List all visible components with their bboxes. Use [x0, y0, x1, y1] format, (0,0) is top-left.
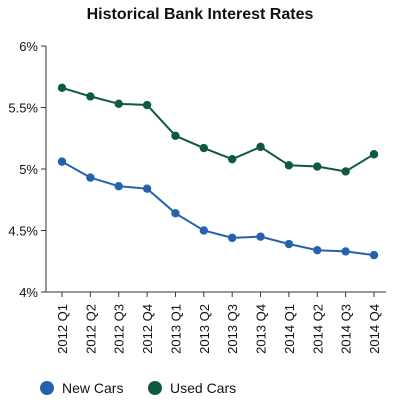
legend-swatch-new-cars	[40, 381, 54, 395]
data-point-used-cars	[57, 83, 67, 93]
y-tick-label: 5%	[19, 162, 38, 177]
data-point-new-cars	[284, 239, 294, 249]
data-point-new-cars	[199, 226, 209, 235]
data-point-used-cars	[284, 161, 294, 170]
x-tick-label: 2013 Q4	[254, 304, 269, 354]
data-point-new-cars	[171, 209, 180, 218]
x-tick-label: 2012 Q1	[55, 304, 70, 354]
x-tick-label: 2012 Q4	[140, 304, 155, 354]
data-point-used-cars	[313, 162, 322, 171]
data-point-used-cars	[256, 142, 265, 152]
data-point-new-cars	[142, 184, 152, 193]
data-point-used-cars	[369, 150, 379, 159]
legend: New Cars Used Cars	[0, 380, 400, 404]
x-tick-label: 2013 Q2	[197, 304, 212, 354]
y-tick-label: 5.5%	[8, 101, 38, 116]
data-point-used-cars	[227, 154, 237, 164]
data-point-new-cars	[256, 232, 265, 241]
data-point-new-cars	[369, 250, 379, 260]
x-tick-label: 2013 Q1	[168, 304, 183, 354]
data-point-new-cars	[57, 157, 67, 166]
data-point-used-cars	[341, 167, 350, 176]
data-point-used-cars	[114, 99, 123, 109]
y-tick-label: 6%	[19, 39, 38, 54]
y-tick-label: 4%	[19, 285, 38, 300]
legend-label-new-cars: New Cars	[62, 380, 124, 396]
legend-label-used-cars: Used Cars	[170, 380, 237, 396]
data-point-used-cars	[199, 143, 209, 153]
x-tick-label: 2012 Q3	[112, 304, 127, 354]
x-tick-label: 2013 Q3	[225, 304, 240, 354]
legend-swatch-used-cars	[148, 381, 162, 395]
data-point-new-cars	[341, 247, 350, 256]
data-point-used-cars	[142, 100, 152, 110]
series-line-new-cars	[61, 160, 375, 257]
data-point-used-cars	[86, 92, 95, 101]
x-tick-label: 2012 Q2	[83, 304, 98, 354]
x-tick-label: 2014 Q1	[282, 304, 297, 354]
data-point-new-cars	[313, 245, 322, 255]
data-point-new-cars	[114, 182, 123, 191]
legend-item-used-cars: Used Cars	[148, 380, 236, 396]
data-point-new-cars	[227, 233, 237, 243]
data-point-used-cars	[171, 131, 180, 140]
x-tick-label: 2014 Q3	[339, 304, 354, 354]
chart-title: Historical Bank Interest Rates	[86, 6, 314, 23]
series-line-used-cars	[61, 86, 375, 173]
legend-item-new-cars: New Cars	[40, 380, 123, 396]
x-tick-label: 2014 Q4	[367, 304, 382, 354]
y-tick-label: 4.5%	[8, 224, 38, 239]
x-tick-label: 2014 Q2	[310, 304, 325, 354]
data-point-new-cars	[86, 173, 95, 182]
